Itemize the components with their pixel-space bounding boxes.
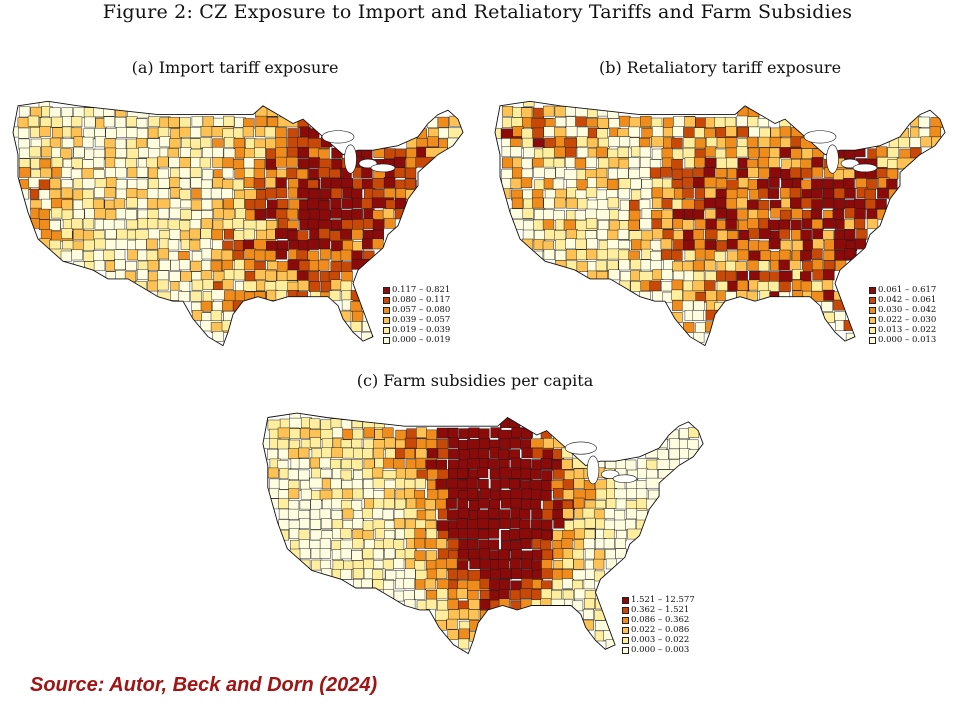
legend-swatch bbox=[622, 616, 629, 624]
panel-c-map bbox=[262, 412, 704, 655]
lake bbox=[852, 163, 878, 173]
commuting-zones bbox=[495, 101, 945, 344]
panel-b-caption: (b) Retaliatory tariff exposure bbox=[598, 58, 842, 77]
legend-swatch bbox=[383, 316, 390, 324]
lake bbox=[321, 130, 355, 144]
legend-swatch bbox=[383, 296, 390, 304]
legend-entry: 0.000 – 0.003 bbox=[622, 645, 695, 655]
legend-label: 0.000 – 0.003 bbox=[631, 645, 690, 655]
legend-entry: 0.013 – 0.022 bbox=[869, 325, 936, 335]
legend-swatch bbox=[622, 626, 629, 634]
legend-label: 0.061 – 0.617 bbox=[878, 285, 937, 295]
us-outline bbox=[262, 412, 704, 655]
legend-swatch bbox=[383, 326, 390, 334]
legend-label: 0.086 – 0.362 bbox=[631, 615, 690, 625]
legend-label: 0.117 – 0.821 bbox=[392, 285, 451, 295]
legend-label: 0.030 – 0.042 bbox=[878, 305, 937, 315]
legend-label: 0.039 – 0.057 bbox=[392, 315, 451, 325]
lake bbox=[803, 130, 837, 144]
legend-label: 0.019 – 0.039 bbox=[392, 325, 451, 335]
panel-a-map bbox=[12, 100, 464, 347]
lake bbox=[370, 163, 396, 173]
legend-entry: 0.362 – 1.521 bbox=[622, 605, 695, 615]
legend-swatch bbox=[622, 646, 629, 654]
lake bbox=[586, 455, 600, 485]
legend-swatch bbox=[869, 336, 876, 344]
legend-swatch bbox=[383, 336, 390, 344]
legend-swatch bbox=[383, 286, 390, 294]
legend-entry: 0.042 – 0.061 bbox=[869, 295, 936, 305]
legend-entry: 1.521 – 12.577 bbox=[622, 595, 695, 605]
legend-entry: 0.022 – 0.086 bbox=[622, 625, 695, 635]
legend-label: 0.022 – 0.086 bbox=[631, 625, 690, 635]
legend-entry: 0.061 – 0.617 bbox=[869, 285, 936, 295]
legend-entry: 0.000 – 0.013 bbox=[869, 335, 936, 345]
legend-entry: 0.080 – 0.117 bbox=[383, 295, 450, 305]
legend-label: 0.042 – 0.061 bbox=[878, 295, 937, 305]
legend-label: 0.000 – 0.019 bbox=[392, 335, 451, 345]
legend-label: 1.521 – 12.577 bbox=[631, 595, 695, 605]
legend-swatch bbox=[869, 306, 876, 314]
legend-label: 0.013 – 0.022 bbox=[878, 325, 937, 335]
lake bbox=[564, 441, 597, 455]
legend-entry: 0.117 – 0.821 bbox=[383, 285, 450, 295]
legend-swatch bbox=[869, 296, 876, 304]
legend-label: 0.000 – 0.013 bbox=[878, 335, 937, 345]
legend-entry: 0.003 – 0.022 bbox=[622, 635, 695, 645]
legend-swatch bbox=[869, 286, 876, 294]
legend-swatch bbox=[869, 316, 876, 324]
us-outline bbox=[12, 100, 464, 347]
commuting-zones bbox=[13, 101, 463, 343]
legend-label: 0.080 – 0.117 bbox=[392, 295, 451, 305]
legend-label: 0.003 – 0.022 bbox=[631, 635, 690, 645]
panel-b-legend: 0.061 – 0.617 0.042 – 0.061 0.030 – 0.042 0… bbox=[869, 285, 936, 345]
legend-swatch bbox=[869, 326, 876, 334]
source-note: Source: Autor, Beck and Dorn (2024) bbox=[30, 674, 378, 696]
panel-a-legend: 0.117 – 0.821 0.080 – 0.117 0.057 – 0.080 0… bbox=[383, 285, 450, 345]
legend-entry: 0.039 – 0.057 bbox=[383, 315, 450, 325]
legend-entry: 0.086 – 0.362 bbox=[622, 615, 695, 625]
commuting-zones bbox=[262, 413, 704, 651]
us-outline bbox=[494, 100, 946, 347]
panel-c-legend: 1.521 – 12.577 0.362 – 1.521 0.086 – 0.362… bbox=[622, 595, 695, 655]
legend-label: 0.362 – 1.521 bbox=[631, 605, 690, 615]
legend-label: 0.057 – 0.080 bbox=[392, 305, 451, 315]
panel-b-map bbox=[494, 100, 946, 347]
legend-entry: 0.022 – 0.030 bbox=[869, 315, 936, 325]
panel-a-caption: (a) Import tariff exposure bbox=[131, 58, 339, 77]
legend-swatch bbox=[622, 606, 629, 614]
legend-swatch bbox=[383, 306, 390, 314]
legend-label: 0.022 – 0.030 bbox=[878, 315, 937, 325]
lake bbox=[344, 144, 357, 174]
legend-entry: 0.019 – 0.039 bbox=[383, 325, 450, 335]
legend-entry: 0.030 – 0.042 bbox=[869, 305, 936, 315]
legend-swatch bbox=[622, 636, 629, 644]
legend-entry: 0.057 – 0.080 bbox=[383, 305, 450, 315]
legend-swatch bbox=[622, 596, 629, 604]
legend-entry: 0.000 – 0.019 bbox=[383, 335, 450, 345]
figure-title: Figure 2: CZ Exposure to Import and Reta… bbox=[102, 1, 853, 23]
panel-c-caption: (c) Farm subsidies per capita bbox=[356, 371, 594, 390]
lake bbox=[612, 474, 637, 483]
lake bbox=[826, 144, 839, 174]
